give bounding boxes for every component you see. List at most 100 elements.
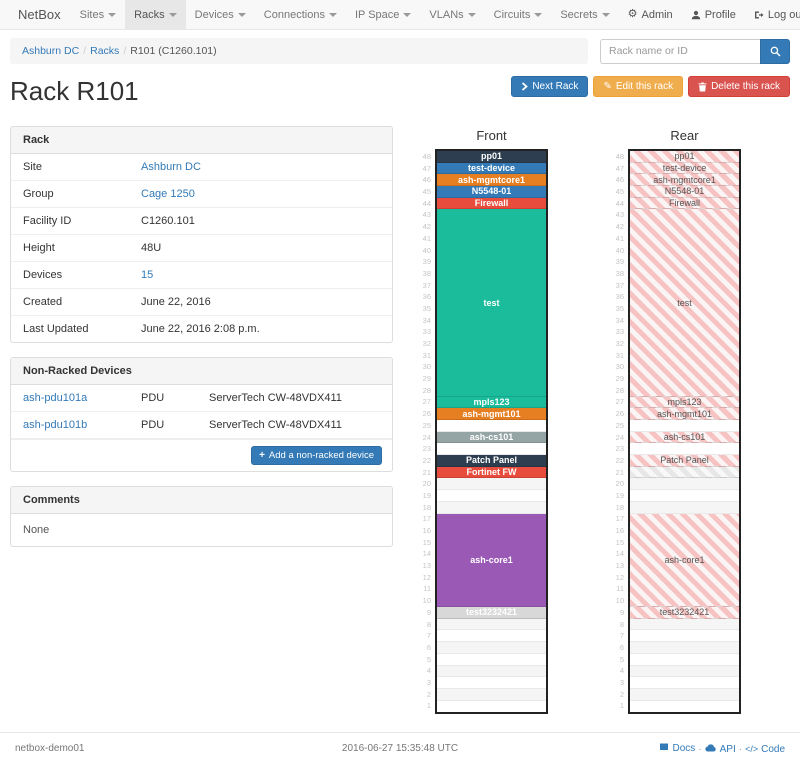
unit-number: 6 (619, 642, 624, 652)
rack-slot-mpls123[interactable]: mpls123 (437, 396, 546, 409)
device-link[interactable]: ash-pdu101a (23, 392, 88, 404)
nav-item-connections[interactable]: Connections (255, 0, 346, 29)
rack-slot-pp01[interactable]: pp01 (437, 151, 546, 163)
api-link[interactable]: API (704, 743, 736, 755)
unit-number: 8 (426, 619, 431, 629)
nav-item-ip-space[interactable]: IP Space (346, 0, 420, 29)
unit-number: 1 (426, 701, 431, 711)
rack-unit-empty (630, 501, 739, 514)
device-link[interactable]: ash-pdu101b (23, 419, 88, 431)
unit-number: 25 (615, 420, 624, 430)
rear-unit-numbers: 48 47 46 45 44 43 42 41 40 39 38 37 36 35 34 33 32 31 30 29… (610, 149, 628, 714)
edit-rack-button[interactable]: ✎ Edit this rack (593, 76, 684, 97)
rack-slot-ash-mgmt101[interactable]: ash-mgmt101 (437, 408, 546, 420)
rack-slot-firewall[interactable]: Firewall (630, 197, 739, 210)
unit-number: 6 (426, 642, 431, 652)
nav-item-logout[interactable]: Log out (745, 0, 800, 29)
group-link[interactable]: Cage 1250 (141, 188, 195, 200)
unit-number: 43 (422, 210, 431, 220)
rack-slot-test[interactable]: test (630, 209, 739, 397)
search-input[interactable] (600, 38, 760, 64)
unit-number: 17 (615, 514, 624, 524)
rack-slot-firewall[interactable]: Firewall (437, 197, 546, 210)
devices-count-link[interactable]: 15 (141, 269, 154, 281)
attr-row-facility-id: Facility ID C1260.101 (11, 208, 392, 235)
attr-row-created: Created June 22, 2016 (11, 289, 392, 316)
unit-number: 34 (422, 315, 431, 325)
rack-unit-empty (630, 443, 739, 456)
unit-number: 30 (615, 362, 624, 372)
search-button[interactable] (760, 38, 790, 64)
rack-slot-ash-core1[interactable]: ash-core1 (437, 513, 546, 608)
unit-number: 41 (422, 233, 431, 243)
rack-slot-n5548-01[interactable]: N5548-01 (630, 186, 739, 198)
rack-slot-patch-panel[interactable]: Patch Panel (630, 455, 739, 467)
unit-number: 22 (422, 455, 431, 465)
chevron-down-icon (328, 13, 337, 18)
nav-item-circuits[interactable]: Circuits (485, 0, 552, 29)
rack-slot-ash-mgmt101[interactable]: ash-mgmt101 (630, 408, 739, 420)
rack-unit-empty (437, 618, 546, 631)
rack-slot-n5548-01[interactable]: N5548-01 (437, 186, 546, 198)
unit-number: 4 (619, 666, 624, 676)
rack-slot-test-device[interactable]: test-device (630, 162, 739, 175)
rack-slot-test3232421[interactable]: test3232421 (437, 607, 546, 619)
code-link[interactable]: </> Code (745, 743, 785, 755)
gear-icon: ⚙ (627, 8, 638, 20)
nav-item-profile[interactable]: Profile (682, 0, 745, 29)
site-link[interactable]: Ashburn DC (141, 161, 201, 173)
unit-number: 19 (422, 490, 431, 500)
height-value: 48U (141, 242, 162, 254)
rack-unit-empty (437, 443, 546, 456)
delete-rack-button[interactable]: Delete this rack (688, 76, 790, 97)
facility-id-value: C1260.101 (141, 215, 195, 227)
nav-item-racks[interactable]: Racks (125, 0, 186, 29)
rack-slot-test3232421[interactable]: test3232421 (630, 607, 739, 619)
rack-slot-test-device[interactable]: test-device (437, 162, 546, 175)
unit-number: 38 (422, 268, 431, 278)
nav-item-vlans[interactable]: VLANs (420, 0, 484, 29)
nav-item-devices[interactable]: Devices (186, 0, 255, 29)
chevron-down-icon (534, 13, 543, 18)
unit-number: 42 (615, 222, 624, 232)
rack-slot-ash-mgmtcore1[interactable]: ash-mgmtcore1 (630, 174, 739, 187)
rack-slot-ash-cs101[interactable]: ash-cs101 (630, 431, 739, 444)
logout-icon (754, 10, 764, 20)
trash-icon (698, 82, 707, 92)
rack-slot-ash-mgmtcore1[interactable]: ash-mgmtcore1 (437, 174, 546, 187)
rack-slot-ash-cs101[interactable]: ash-cs101 (437, 431, 546, 444)
unit-number: 12 (615, 572, 624, 582)
nav-item-secrets[interactable]: Secrets (551, 0, 618, 29)
brand[interactable]: NetBox (18, 7, 61, 22)
rack-slot-fortinet-fw[interactable]: Fortinet FW (437, 466, 546, 479)
rack-slot-test[interactable]: test (437, 209, 546, 397)
unit-number: 46 (422, 175, 431, 185)
unit-number: 33 (422, 327, 431, 337)
rack-slot-mpls123[interactable]: mpls123 (630, 396, 739, 409)
chevron-down-icon (168, 13, 177, 18)
rack-unit-empty (630, 688, 739, 701)
docs-link[interactable]: Docs (659, 742, 695, 755)
rack-slot-pp01[interactable]: pp01 (630, 151, 739, 163)
rack-unit-empty (437, 688, 546, 701)
unit-number: 37 (422, 280, 431, 290)
rack-unit-empty (437, 700, 546, 713)
unit-number: 2 (426, 689, 431, 699)
breadcrumb-racks-link[interactable]: Racks (90, 45, 120, 57)
code-icon: </> (745, 744, 759, 755)
rack-unit-empty (437, 478, 546, 491)
rack-slot-patch-panel[interactable]: Patch Panel (437, 455, 546, 467)
breadcrumb-site-link[interactable]: Ashburn DC (22, 45, 80, 57)
next-rack-button[interactable]: Next Rack (511, 76, 589, 97)
rack-unit-empty (630, 677, 739, 689)
rack-slot-fortinet-fw[interactable] (630, 466, 739, 479)
unit-number: 20 (422, 479, 431, 489)
attr-row-devices: Devices 15 (11, 262, 392, 289)
device-model: ServerTech CW-48VDX411 (209, 392, 342, 404)
rack-elevation-rear: Rear 48 47 46 45 44 43 42 41 40 39 38 37 36 35 34 33 32 3… (610, 126, 741, 715)
unit-number: 48 (422, 152, 431, 161)
rack-slot-ash-core1[interactable]: ash-core1 (630, 513, 739, 608)
add-non-racked-device-button[interactable]: + Add a non-racked device (251, 446, 382, 465)
nav-item-admin[interactable]: ⚙ Admin (627, 8, 673, 21)
nav-item-sites[interactable]: Sites (71, 0, 125, 29)
